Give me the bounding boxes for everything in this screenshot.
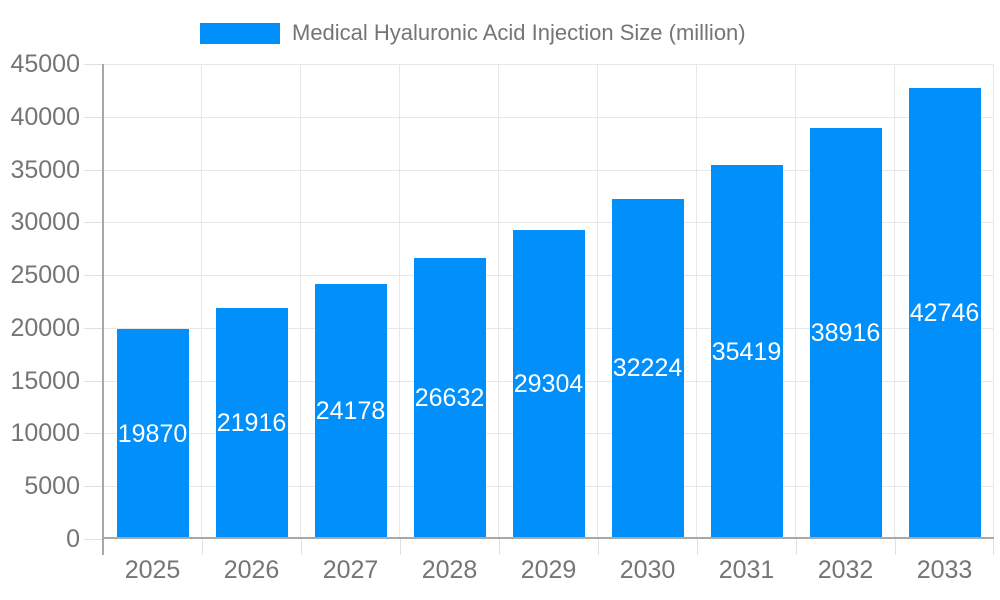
gridline-vertical xyxy=(597,64,598,539)
gridline-vertical xyxy=(300,64,301,539)
y-tick-label: 20000 xyxy=(10,313,80,342)
plot-area: 19870 21916 24178 26632 29304 32224 35419 38916… xyxy=(103,64,994,539)
bar[interactable]: 19870 xyxy=(116,329,189,539)
legend-label: Medical Hyaluronic Acid Injection Size (… xyxy=(292,20,746,45)
x-tick-label: 2030 xyxy=(619,556,676,584)
x-tick-label: 2032 xyxy=(817,556,874,584)
x-axis-line xyxy=(103,537,994,539)
legend-swatch xyxy=(200,22,280,44)
x-tick-label: 2027 xyxy=(322,556,379,584)
y-tick-mark xyxy=(84,116,103,118)
bar[interactable]: 29304 xyxy=(512,229,585,539)
bar[interactable]: 24178 xyxy=(314,283,387,539)
x-tick-mark xyxy=(895,539,896,555)
bar-value-label: 24178 xyxy=(315,396,386,425)
x-tick-label: 2028 xyxy=(421,556,478,584)
gridline-vertical xyxy=(498,64,499,539)
gridline-horizontal xyxy=(103,222,994,224)
gridline-horizontal xyxy=(103,169,994,171)
y-tick-label: 15000 xyxy=(10,366,80,395)
x-tick-mark xyxy=(202,539,203,555)
x-tick-mark xyxy=(993,539,994,555)
y-tick-mark xyxy=(84,486,103,488)
bar[interactable]: 35419 xyxy=(710,165,783,539)
bar-value-label: 21916 xyxy=(216,408,287,437)
bar-value-label: 42746 xyxy=(909,298,980,327)
bar-value-label: 19870 xyxy=(117,419,188,448)
bar[interactable]: 38916 xyxy=(809,128,882,539)
x-tick-mark xyxy=(796,539,797,555)
x-axis: 2025 2026 2027 2028 2029 2030 2031 2032 2033 xyxy=(103,539,994,599)
x-tick-label: 2031 xyxy=(718,556,775,584)
gridline-vertical xyxy=(399,64,400,539)
y-tick-label: 5000 xyxy=(24,472,80,501)
y-tick-mark xyxy=(84,433,103,435)
x-tick-mark xyxy=(598,539,599,555)
y-tick-mark xyxy=(84,222,103,224)
gridline-vertical xyxy=(201,64,202,539)
bar-value-label: 38916 xyxy=(810,319,881,348)
y-tick-label: 25000 xyxy=(10,261,80,290)
bar[interactable]: 21916 xyxy=(215,307,288,539)
gridline-vertical xyxy=(696,64,697,539)
bar[interactable]: 42746 xyxy=(908,87,981,539)
gridline-horizontal xyxy=(103,116,994,118)
y-tick-label: 45000 xyxy=(10,50,80,78)
gridline-horizontal xyxy=(103,64,994,65)
y-tick-mark xyxy=(84,64,103,65)
legend-item[interactable]: Medical Hyaluronic Acid Injection Size (… xyxy=(200,18,746,48)
bar[interactable]: 26632 xyxy=(413,257,486,539)
y-tick-label: 30000 xyxy=(10,208,80,237)
bar-value-label: 29304 xyxy=(513,369,584,398)
y-tick-mark xyxy=(84,275,103,277)
gridline-vertical xyxy=(993,64,994,539)
x-tick-mark xyxy=(301,539,302,555)
bar-value-label: 32224 xyxy=(612,354,683,383)
gridline-vertical xyxy=(795,64,796,539)
x-tick-label: 2026 xyxy=(223,556,280,584)
y-axis: 0 5000 10000 15000 20000 25000 30000 35000 40000… xyxy=(0,50,103,553)
bar-value-label: 35419 xyxy=(711,337,782,366)
y-tick-label: 40000 xyxy=(10,102,80,131)
y-tick-label: 10000 xyxy=(10,419,80,448)
y-tick-mark xyxy=(84,327,103,329)
x-tick-mark xyxy=(697,539,698,555)
x-tick-mark xyxy=(499,539,500,555)
x-tick-label: 2033 xyxy=(916,556,973,584)
y-axis-line xyxy=(102,64,104,555)
y-tick-label: 0 xyxy=(66,525,80,553)
y-tick-mark xyxy=(84,380,103,382)
y-tick-mark xyxy=(84,169,103,171)
y-tick-mark xyxy=(84,539,103,540)
x-tick-label: 2029 xyxy=(520,556,577,584)
y-tick-label: 35000 xyxy=(10,155,80,184)
x-tick-label: 2025 xyxy=(124,556,181,584)
gridline-vertical xyxy=(894,64,895,539)
bar[interactable]: 32224 xyxy=(611,198,684,539)
x-tick-mark xyxy=(400,539,401,555)
bar-value-label: 26632 xyxy=(414,383,485,412)
